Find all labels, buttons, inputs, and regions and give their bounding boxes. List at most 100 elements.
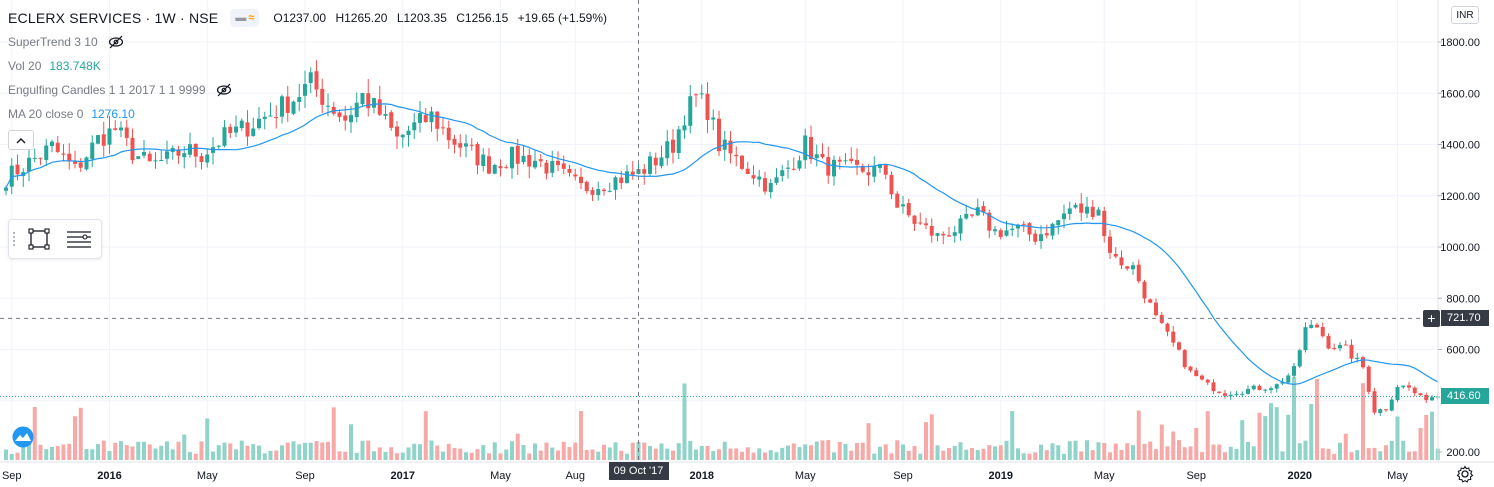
volume-bar <box>182 434 187 460</box>
volume-bar <box>1269 403 1273 460</box>
volume-bar <box>343 451 348 460</box>
candle <box>734 146 739 167</box>
volume-bar <box>1056 445 1061 460</box>
rectangle-tool-button[interactable] <box>19 221 59 257</box>
volume-bar <box>239 440 244 460</box>
line-settings-button[interactable] <box>59 221 99 257</box>
candle <box>1062 204 1066 229</box>
time-axis[interactable]: Sep 2016 May Sep 2017 May Aug 2018 May Sep 2019 May… <box>0 461 1494 482</box>
price-tick-label: 200.00 <box>1446 447 1480 459</box>
volume-bar <box>165 441 169 460</box>
price-tick-label: 1800.00 <box>1440 37 1480 49</box>
candle <box>1010 223 1015 237</box>
time-tick-label: Sep <box>1186 470 1206 482</box>
candle <box>1119 250 1124 270</box>
gear-icon[interactable] <box>1456 465 1474 483</box>
volume-bar <box>337 451 342 460</box>
volume-label: Vol 20 <box>8 59 42 73</box>
volume-bar <box>1159 424 1164 460</box>
volume-bar <box>722 441 727 460</box>
volume-bar <box>1303 440 1308 460</box>
volume-bar <box>211 451 215 460</box>
drag-handle[interactable] <box>9 220 19 258</box>
ohlc-values: O1237.00 H1265.20 L1203.35 C1256.15 +19.… <box>273 6 613 30</box>
candle <box>239 118 244 132</box>
candle <box>567 164 572 177</box>
volume-bar <box>515 433 520 460</box>
volume-bar <box>527 453 532 460</box>
tradingview-logo-icon[interactable] <box>8 426 38 448</box>
last-price-value: 416.60 <box>1447 390 1481 403</box>
candle <box>607 182 612 193</box>
candle <box>188 132 192 158</box>
volume-bar <box>711 451 716 460</box>
crosshair-date-label: 09 Oct '17 <box>613 465 664 477</box>
volume-bar <box>791 443 796 460</box>
candle <box>998 228 1003 240</box>
candle <box>538 154 543 168</box>
symbol-title[interactable]: ECLERX SERVICES · 1W · NSE <box>8 10 219 26</box>
volume-bar <box>78 407 83 460</box>
market-status-pill[interactable]: ▬ ≈ <box>230 9 260 27</box>
volume-bar <box>630 442 635 460</box>
eye-hidden-icon[interactable] <box>216 83 232 97</box>
time-tick-label: 2018 <box>690 470 714 482</box>
volume-bar <box>1062 453 1066 460</box>
candle <box>1338 342 1342 352</box>
price-axis[interactable]: 200.00 600.00 800.00 1000.00 1200.00 1400.00 1… <box>1437 0 1480 462</box>
candle <box>303 70 307 108</box>
indicator-supertrend[interactable]: SuperTrend 3 10 <box>8 30 613 54</box>
candle <box>1320 322 1325 338</box>
candle <box>1407 381 1411 391</box>
add-alert-button[interactable]: + <box>1423 309 1440 327</box>
candle <box>1343 340 1348 346</box>
indicator-ma[interactable]: MA 20 close 0 1276.10 <box>8 102 613 126</box>
candle <box>412 112 417 140</box>
candle <box>1039 225 1043 249</box>
currency-label[interactable]: INR <box>1451 6 1479 24</box>
volume-bar <box>441 451 445 460</box>
candle <box>464 134 468 158</box>
candle <box>682 115 687 139</box>
candle <box>222 120 227 148</box>
candle <box>1090 200 1095 220</box>
volume-bar <box>602 444 606 460</box>
volume-bar <box>400 452 405 460</box>
drawing-toolbar[interactable] <box>8 219 102 259</box>
volume-bar <box>170 449 175 460</box>
time-tick-label: Sep <box>2 470 22 482</box>
volume-bar <box>142 441 146 460</box>
candle <box>573 168 578 181</box>
candle <box>561 155 566 175</box>
candle <box>1234 390 1239 397</box>
candle <box>165 140 169 165</box>
collapse-legend-button[interactable] <box>8 130 34 150</box>
candle <box>1131 262 1135 275</box>
candle <box>1269 386 1273 394</box>
indicator-volume[interactable]: Vol 20 183.748K <box>8 54 613 78</box>
volume-bar <box>268 450 273 460</box>
volume-bar <box>349 424 353 460</box>
volume-bar <box>625 453 629 460</box>
volume-bar <box>579 411 583 460</box>
volume-bar <box>1315 379 1319 460</box>
candle <box>751 165 756 185</box>
candle <box>1372 388 1377 415</box>
volume-bar <box>1073 440 1078 460</box>
eye-hidden-icon[interactable] <box>108 35 124 49</box>
volume-bar <box>751 452 756 460</box>
volume-bar <box>1280 451 1285 460</box>
volume-bar <box>682 383 687 460</box>
volume-bar <box>1039 444 1043 460</box>
volume-bar <box>222 442 227 460</box>
volume-bar <box>257 445 261 460</box>
candle <box>728 131 733 164</box>
candle <box>61 144 66 162</box>
volume-bar <box>1228 446 1233 460</box>
candle <box>768 178 773 199</box>
candle <box>400 134 405 148</box>
indicator-engulfing[interactable]: Engulfing Candles 1 1 2017 1 1 9999 <box>8 78 613 102</box>
candle <box>717 110 721 156</box>
